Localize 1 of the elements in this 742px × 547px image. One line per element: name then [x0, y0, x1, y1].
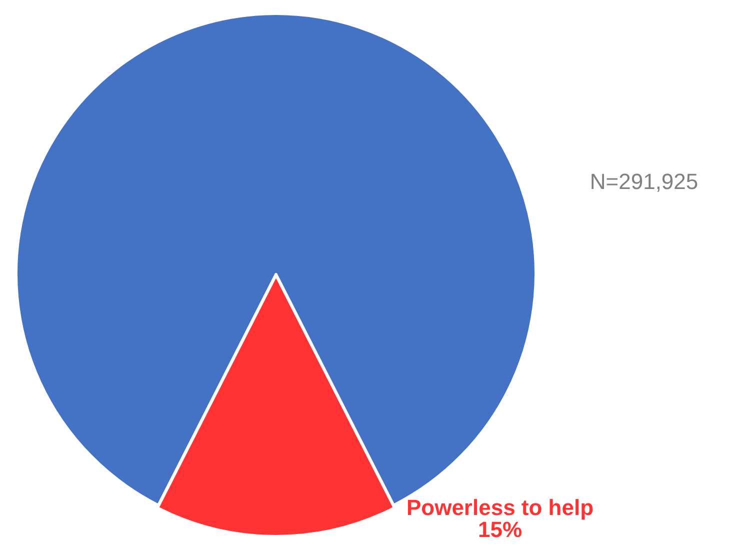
text: N=291,925 [590, 169, 698, 194]
